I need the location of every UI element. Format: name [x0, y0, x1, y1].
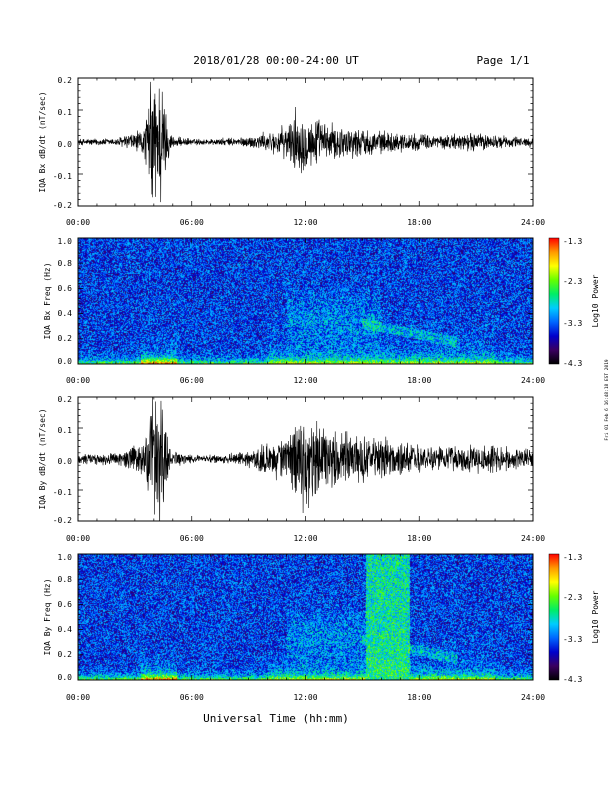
x-tick-label: 18:00 — [407, 693, 431, 702]
heatmap-bx-wrap — [78, 238, 533, 364]
heatmap-by-wrap — [78, 554, 533, 680]
tick-marks — [77, 396, 534, 522]
y-tick-label: 0.4 — [58, 309, 73, 318]
x-tick-label: 06:00 — [180, 693, 204, 702]
tick-marks — [77, 77, 534, 207]
y-tick-label: 0.0 — [58, 357, 73, 366]
y-tick-label: 0.8 — [58, 575, 73, 584]
panel-bx-spectrogram: IQA Bx Freq (Hz) 1.0 0.8 0.6 0.4 0.2 0.0… — [43, 237, 600, 385]
y-tick-label: 0.1 — [58, 426, 73, 435]
y-tick-label: 0.2 — [58, 334, 73, 343]
y-tick-label: 1.0 — [58, 237, 73, 246]
x-tick-labels-bx-freq: 00:00 06:00 12:00 18:00 24:00 — [66, 376, 545, 385]
x-tick-labels-bx: 00:00 06:00 12:00 18:00 24:00 — [66, 218, 545, 227]
colorbar-tick-label: -2.3 — [563, 277, 582, 286]
x-tick-label: 12:00 — [293, 693, 317, 702]
y-tick-label: -0.1 — [53, 172, 72, 181]
x-tick-label: 00:00 — [66, 534, 90, 543]
x-tick-label: 18:00 — [407, 376, 431, 385]
y-tick-label: 0.2 — [58, 650, 73, 659]
y-tick-label: 1.0 — [58, 553, 73, 562]
heatmap-by — [78, 554, 533, 680]
colorbar-by-bar — [548, 553, 560, 681]
trace-by — [78, 397, 533, 521]
y-axis-label-bx: IQA Bx dB/dt (nT/sec) — [38, 91, 47, 192]
y-tick-label: 0.0 — [58, 457, 73, 466]
y-tick-label: 0.0 — [58, 673, 73, 682]
y-axis-label-by-freq: IQA By Freq (Hz) — [43, 578, 52, 655]
x-tick-label: 06:00 — [180, 218, 204, 227]
colorbar-label: Log10 Power — [591, 274, 600, 327]
y-tick-labels-by-freq: 1.0 0.8 0.6 0.4 0.2 0.0 — [58, 553, 73, 682]
x-tick-labels-by: 00:00 06:00 12:00 18:00 24:00 — [66, 534, 545, 543]
x-tick-label: 24:00 — [521, 376, 545, 385]
tick-marks — [77, 553, 534, 681]
x-tick-label: 00:00 — [66, 376, 90, 385]
print-timestamp: Fri 01 Feb 6 16:48:18 EST 2019 — [604, 359, 610, 441]
x-tick-label: 00:00 — [66, 693, 90, 702]
colorbar-tick-label: -1.3 — [563, 237, 582, 246]
y-tick-label: 0.2 — [58, 76, 73, 85]
y-tick-label: 0.0 — [58, 140, 73, 149]
colorbar-tick-label: -4.3 — [563, 359, 582, 368]
colorbar-tick-label: -3.3 — [563, 635, 582, 644]
heatmap-bx — [78, 238, 533, 364]
colorbar-by: -1.3 -2.3 -3.3 -4.3 Log10 Power — [548, 553, 600, 684]
x-tick-label: 12:00 — [293, 376, 317, 385]
page-number: Page 1/1 — [477, 54, 530, 67]
x-tick-label: 24:00 — [521, 693, 545, 702]
x-axis-label: Universal Time (hh:mm) — [203, 712, 349, 725]
axis-ticks-bx — [77, 77, 534, 207]
x-tick-label: 06:00 — [180, 376, 204, 385]
y-tick-label: 0.1 — [58, 108, 73, 117]
y-tick-label: 0.6 — [58, 600, 73, 609]
colorbar-bx: -1.3 -2.3 -3.3 -4.3 Log10 Power — [548, 237, 600, 368]
tick-marks — [77, 237, 534, 365]
colorbar-tick-label: -1.3 — [563, 553, 582, 562]
y-axis-label-bx-freq: IQA Bx Freq (Hz) — [43, 262, 52, 339]
panel-by-dbdt: IQA By dB/dt (nT/sec) 0.2 0.1 0.0 -0.1 -… — [38, 395, 545, 543]
y-tick-label: -0.2 — [53, 516, 72, 525]
page-title: 2018/01/28 00:00-24:00 UT — [193, 54, 359, 67]
y-tick-label: 0.2 — [58, 395, 73, 404]
y-tick-label: -0.2 — [53, 201, 72, 210]
x-tick-label: 18:00 — [407, 218, 431, 227]
colorbar-tick-label: -3.3 — [563, 319, 582, 328]
axis-ticks-by — [77, 396, 534, 522]
y-axis-label-by: IQA By dB/dt (nT/sec) — [38, 408, 47, 509]
y-tick-labels-bx: 0.2 0.1 0.0 -0.1 -0.2 — [53, 76, 72, 210]
y-tick-label: -0.1 — [53, 488, 72, 497]
colorbar-label: Log10 Power — [591, 590, 600, 643]
y-tick-label: 0.4 — [58, 625, 73, 634]
x-tick-labels-by-freq: 00:00 06:00 12:00 18:00 24:00 — [66, 693, 545, 702]
trace-bx — [78, 81, 533, 203]
x-tick-label: 06:00 — [180, 534, 204, 543]
x-tick-label: 00:00 — [66, 218, 90, 227]
y-tick-label: 0.8 — [58, 259, 73, 268]
x-tick-label: 24:00 — [521, 534, 545, 543]
panel-by-spectrogram: IQA By Freq (Hz) 1.0 0.8 0.6 0.4 0.2 0.0… — [43, 553, 600, 702]
colorbar-bx-bar — [548, 237, 560, 365]
colorbar-tick-label: -2.3 — [563, 593, 582, 602]
y-tick-label: 0.6 — [58, 284, 73, 293]
x-tick-label: 24:00 — [521, 218, 545, 227]
x-tick-label: 12:00 — [293, 218, 317, 227]
y-tick-labels-by: 0.2 0.1 0.0 -0.1 -0.2 — [53, 395, 72, 525]
series-line-bx — [78, 81, 533, 203]
axis-ticks-bx-spec — [77, 237, 534, 365]
x-tick-label: 18:00 — [407, 534, 431, 543]
colorbar-tick-label: -4.3 — [563, 675, 582, 684]
y-tick-labels-bx-freq: 1.0 0.8 0.6 0.4 0.2 0.0 — [58, 237, 73, 366]
axis-ticks-by-spec — [77, 553, 534, 681]
x-tick-label: 12:00 — [293, 534, 317, 543]
series-line-by — [78, 397, 533, 521]
panel-bx-dbdt: IQA Bx dB/dt (nT/sec) 0.2 0.1 0.0 -0.1 -… — [38, 76, 545, 227]
